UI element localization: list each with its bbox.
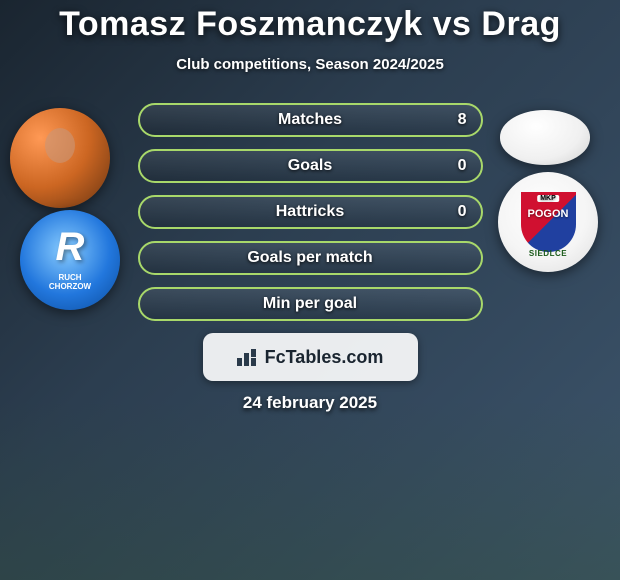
watermark-text: FcTables.com [265,347,384,368]
stat-label: Matches [140,111,481,129]
club-right-badge: POGON SIEDLCE [498,172,598,272]
stat-label: Goals per match [140,249,481,267]
player-right-avatar [500,110,590,165]
stat-row: Goals per match [138,241,483,275]
stat-label: Min per goal [140,295,481,313]
stat-row: Hattricks0 [138,195,483,229]
comparison-title: Tomasz Foszmanczyk vs Drag [0,5,620,44]
club-right-shield: POGON [521,192,576,252]
stat-label: Goals [140,157,481,175]
club-right-text: POGON [528,198,569,220]
stat-label: Hattricks [140,203,481,221]
infographic-container: Tomasz Foszmanczyk vs Drag Club competit… [0,0,620,580]
season-subtitle: Club competitions, Season 2024/2025 [0,56,620,73]
stat-value-right: 8 [458,111,467,129]
stat-row: Min per goal [138,287,483,321]
bar-chart-icon [237,348,259,366]
stat-row: Goals0 [138,149,483,183]
club-right-subtext: SIEDLCE [529,249,567,258]
club-left-badge [20,210,120,310]
player-left-avatar [10,108,110,208]
watermark-badge: FcTables.com [203,333,418,381]
generation-date: 24 february 2025 [0,393,620,413]
stat-value-right: 0 [458,157,467,175]
stat-row: Matches8 [138,103,483,137]
stat-value-right: 0 [458,203,467,221]
